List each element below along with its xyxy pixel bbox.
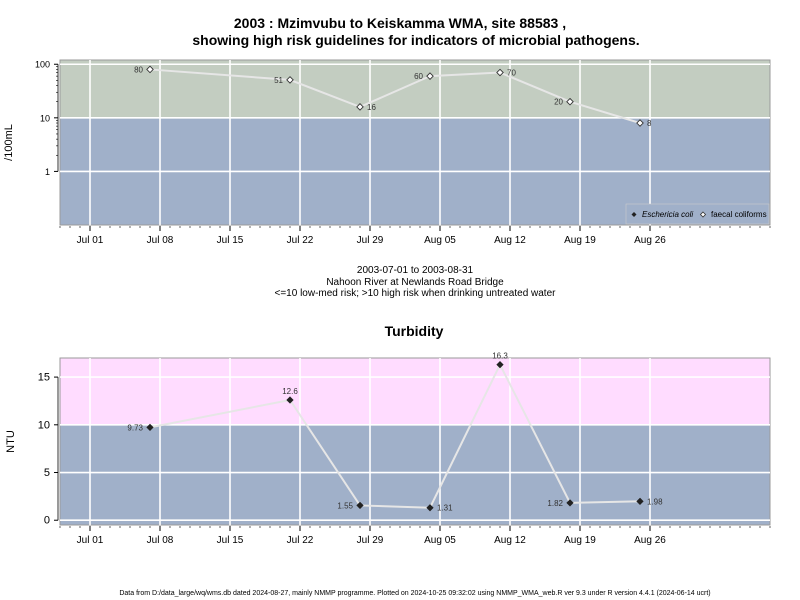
data-point	[496, 361, 504, 369]
data-point	[356, 501, 364, 510]
chart-title-line2: showing high risk guidelines for indicat…	[192, 32, 640, 48]
data-label: 8	[647, 119, 652, 128]
data-point	[636, 497, 644, 505]
data-point	[146, 423, 154, 432]
y-tick-label: 15	[38, 372, 50, 384]
legend-label-faecal: faecal coliforms	[711, 210, 767, 219]
turbidity-chart: Turbidity Jul 01 Jul 08 Jul 15 Jul 22 Jul 29 A…	[5, 323, 771, 546]
data-point	[426, 72, 434, 80]
data-point	[426, 504, 434, 512]
data-label: 16	[367, 103, 376, 112]
data-label: 16.3	[492, 352, 508, 361]
turbidity-title: Turbidity	[385, 323, 444, 339]
data-label: 1.55	[337, 501, 353, 510]
x-tick-label: Jul 22	[287, 235, 314, 246]
plot-frame	[59, 59, 771, 226]
data-label: 60	[414, 72, 423, 81]
x-tick-label: Jul 15	[217, 235, 244, 246]
data-point	[496, 68, 504, 77]
x-tick-label: Jul 15	[217, 535, 244, 546]
y-tick-label: 10	[38, 419, 50, 431]
high-risk-region	[60, 358, 770, 425]
data-point	[636, 119, 644, 127]
legend-marker-ecoli	[631, 212, 637, 217]
legend-label-ecoli: Eschericia coli	[642, 210, 693, 219]
microbial-chart: Jul 01 Jul 08 Jul 15 Jul 22 Jul 29 Aug 05 Aug …	[3, 59, 771, 246]
data-label: 20	[554, 98, 563, 107]
chart-title-line1: 2003 : Mzimvubu to Keiskamma WMA, site 8…	[233, 15, 567, 31]
data-label: 9.73	[127, 423, 143, 432]
date-range-text: 2003-07-01 to 2003-08-31	[356, 265, 474, 276]
y-axis-label: /100mL	[3, 124, 15, 161]
y-tick-label: 0	[44, 515, 50, 527]
y-tick-label: 1	[45, 167, 50, 177]
high-risk-region	[60, 60, 770, 118]
data-label: 1.98	[647, 497, 663, 506]
y-tick-label: 10	[40, 113, 50, 123]
legend-marker-faecal	[699, 211, 707, 218]
data-label: 51	[274, 76, 283, 85]
x-tick-label: Aug 19	[564, 535, 596, 546]
data-label: 1.31	[437, 504, 453, 513]
data-point	[286, 76, 294, 84]
x-tick-label: Aug 19	[564, 235, 596, 246]
x-tick-label: Aug 12	[494, 535, 526, 546]
data-point	[566, 499, 574, 507]
data-label: 12.6	[282, 387, 298, 396]
x-tick-label: Jul 01	[77, 235, 104, 246]
x-tick-label: Jul 08	[147, 235, 174, 246]
x-tick-label: Aug 12	[494, 235, 526, 246]
y-axis-label: NTU	[5, 430, 17, 453]
data-label: 80	[134, 65, 143, 74]
footer-text: Data from D:/data_large/wq/wms.db dated …	[119, 590, 711, 597]
low-risk-region	[60, 424, 770, 525]
x-tick-label: Jul 08	[147, 535, 174, 546]
x-tick-label: Jul 22	[287, 535, 314, 546]
data-point	[286, 396, 294, 404]
y-tick-label: 5	[44, 467, 50, 479]
legend-box	[625, 203, 770, 225]
x-tick-label: Jul 01	[77, 535, 104, 546]
y-tick-label: 100	[35, 60, 50, 70]
data-label: 1.82	[547, 499, 563, 508]
plot-frame	[59, 357, 771, 526]
x-tick-label: Aug 05	[424, 235, 456, 246]
legend: Eschericia coli faecal coliforms	[625, 203, 770, 225]
data-point	[146, 65, 154, 74]
x-tick-label: Aug 05	[424, 535, 456, 546]
guideline-text: <=10 low-med risk; >10 high risk when dr…	[274, 288, 556, 299]
data-point	[356, 103, 364, 111]
data-point	[566, 97, 574, 106]
x-tick-label: Jul 29	[357, 235, 384, 246]
x-tick-label: Aug 26	[634, 535, 666, 546]
location-text: Nahoon River at Newlands Road Bridge	[326, 277, 504, 288]
x-tick-label: Aug 26	[634, 235, 666, 246]
x-tick-label: Jul 29	[357, 535, 384, 546]
data-label: 70	[507, 69, 516, 78]
